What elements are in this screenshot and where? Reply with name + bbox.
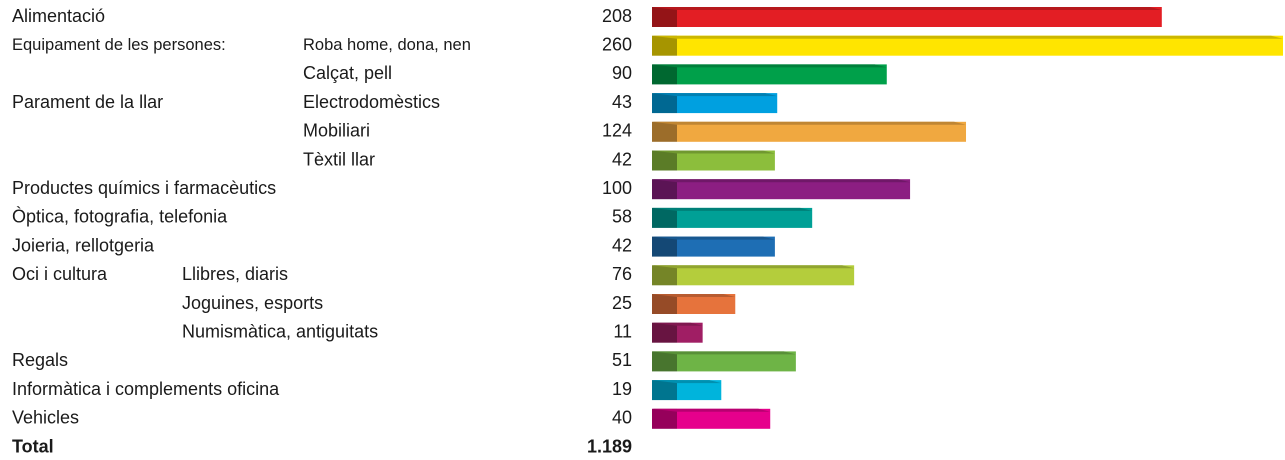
- bar: [677, 179, 911, 200]
- bar: [677, 35, 1283, 56]
- group-label: Oci i cultura: [12, 264, 108, 284]
- category-label: Mobiliari: [303, 121, 370, 141]
- bar-top: [652, 7, 1162, 10]
- value-label: 124: [602, 121, 632, 141]
- bar-side: [652, 64, 677, 85]
- category-label: Joieria, rellotgeria: [12, 235, 155, 255]
- bar-top: [652, 35, 1283, 39]
- bar-top: [652, 351, 796, 355]
- value-label: 58: [612, 207, 632, 227]
- value-label: 25: [612, 293, 632, 313]
- bar-top: [652, 93, 778, 97]
- bar-top: [652, 121, 967, 125]
- group-label: Equipament de les persones:: [12, 36, 226, 54]
- value-label: 260: [602, 34, 632, 54]
- category-label: Òptica, fotografia, telefonia: [12, 206, 228, 227]
- bar: [677, 294, 736, 314]
- total-label: Total: [12, 436, 54, 456]
- category-label: Tèxtil llar: [303, 149, 375, 169]
- bar-side: [652, 179, 677, 200]
- bar-side: [652, 408, 677, 429]
- bar: [677, 7, 1162, 27]
- value-label: 42: [612, 235, 632, 255]
- bar: [677, 207, 813, 228]
- total-value: 1.189: [587, 436, 632, 456]
- bar-side: [652, 294, 677, 314]
- bar: [677, 351, 796, 372]
- bar-top: [652, 64, 887, 68]
- bar: [677, 64, 887, 85]
- bar-side: [652, 207, 677, 228]
- bar-side: [652, 35, 677, 56]
- bar-top: [652, 408, 771, 412]
- category-label: Calçat, pell: [303, 63, 392, 83]
- bar-top: [652, 265, 855, 269]
- bar-top: [652, 207, 813, 211]
- bar-top: [652, 236, 775, 240]
- bar-side: [652, 322, 677, 343]
- value-label: 40: [612, 408, 632, 428]
- bar-side: [652, 7, 677, 27]
- bar-top: [652, 322, 703, 326]
- bar-side: [652, 150, 677, 171]
- value-label: 42: [612, 149, 632, 169]
- value-label: 208: [602, 6, 632, 26]
- category-label: Alimentació: [12, 6, 105, 26]
- category-label: Numismàtica, antiguitats: [182, 321, 378, 341]
- value-label: 19: [612, 379, 632, 399]
- bar-top: [652, 294, 736, 297]
- category-label: Electrodomèstics: [303, 92, 440, 112]
- bar: [677, 265, 855, 286]
- value-label: 100: [602, 178, 632, 198]
- category-label: Llibres, diaris: [182, 264, 288, 284]
- bar-side: [652, 380, 677, 401]
- bar-top: [652, 179, 911, 183]
- category-label: Regals: [12, 350, 68, 370]
- bar-side: [652, 265, 677, 286]
- value-label: 11: [613, 321, 632, 341]
- bar: [677, 322, 703, 343]
- bar: [677, 380, 722, 401]
- bar-side: [652, 351, 677, 372]
- value-label: 51: [612, 350, 632, 370]
- bar: [677, 121, 967, 142]
- category-label: Vehicles: [12, 408, 79, 428]
- value-label: 43: [612, 92, 632, 112]
- group-label: Parament de la llar: [12, 92, 163, 112]
- bar: [677, 93, 778, 114]
- bar: [677, 236, 775, 257]
- bar: [677, 150, 775, 171]
- bar-side: [652, 93, 677, 114]
- bar-side: [652, 236, 677, 257]
- value-label: 76: [612, 264, 632, 284]
- bar-side: [652, 121, 677, 142]
- value-label: 90: [612, 63, 632, 83]
- bar-top: [652, 380, 722, 384]
- category-label: Productes químics i farmacèutics: [12, 178, 276, 198]
- category-label: Joguines, esports: [182, 293, 323, 313]
- bar-top: [652, 150, 775, 154]
- category-label: Informàtica i complements oficina: [12, 379, 280, 399]
- category-label: Roba home, dona, nen: [303, 36, 471, 54]
- bar: [677, 408, 771, 429]
